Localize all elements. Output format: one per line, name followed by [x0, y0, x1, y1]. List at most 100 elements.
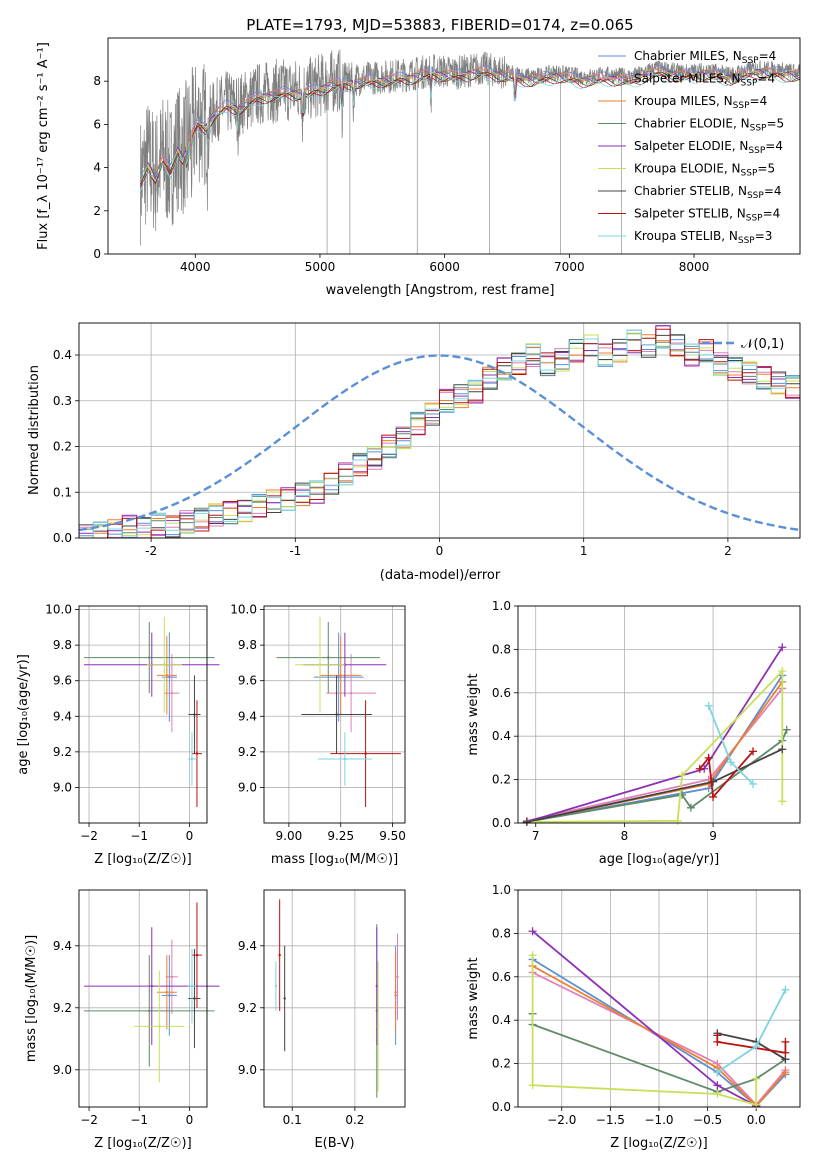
weight-marker-chabrier_elodie	[686, 803, 695, 812]
y-tick-label: 9.0	[53, 780, 72, 794]
mass-weight-vs-age-panel: 7 8 9 0.0 0.2 0.4 0.6 0.8 1.0 age [log₁₀(age/yr)]…	[466, 599, 801, 867]
y-tick-label: 9.2	[53, 745, 72, 759]
data-point-kroupa_elodie	[163, 663, 166, 666]
data-point-kroupa_elodie	[376, 1025, 380, 1028]
x-tick-label: 0	[186, 829, 194, 843]
histogram-salpeter_miles	[79, 325, 800, 538]
weight-marker-salpeter_stelib	[781, 1048, 790, 1057]
age-vs-metallicity-panel: −2 −1 0 9.0 9.2 9.4 9.6 9.8 10.0 Z [log₁₀(Z/Z☉)] a…	[16, 603, 220, 867]
weight-line-salpeter_miles	[532, 971, 787, 1107]
x-tick-label: 9.25	[327, 829, 354, 843]
y-tick-label: 4	[93, 161, 101, 175]
y-tick-label: 9.4	[53, 939, 72, 953]
x-tick-label: 0.1	[283, 1113, 302, 1127]
data-point-salpeter_elodie	[150, 984, 153, 988]
model-fit-salpeter_miles	[140, 65, 800, 182]
chart-panels: 4000 5000 6000 7000 8000 0 2 4 6 8 Chabrier MILES,…	[16, 37, 801, 1151]
histogram-chabrier_elodie	[79, 332, 800, 538]
x-tick-label: 1	[580, 544, 588, 558]
axes-frame	[78, 605, 208, 824]
weight-marker-kroupa_stelib	[752, 1042, 761, 1051]
data-point-chabrier_miles	[168, 675, 171, 679]
x-tick-label: −1.5	[596, 1113, 625, 1127]
weight-marker-kroupa_miles	[781, 1068, 790, 1077]
legend: Chabrier MILES, NSSP=4 Salpeter MILES, NS…	[598, 49, 784, 246]
weight-marker-salpeter_stelib	[781, 1037, 790, 1046]
x-tick-label: 8000	[679, 260, 710, 274]
x-axis-label: Z [log₁₀(Z/Z☉)]	[94, 852, 191, 867]
y-tick-label: 9.4	[238, 709, 257, 723]
weight-marker-kroupa_elodie	[752, 1074, 761, 1083]
legend-label: Salpeter ELODIE, NSSP=4	[634, 139, 783, 156]
data-point-kroupa_elodie	[158, 1025, 161, 1028]
x-tick-label: 2	[724, 544, 732, 558]
weight-marker-salpeter_elodie	[713, 1081, 722, 1090]
y-tick-label: 9.4	[53, 709, 72, 723]
y-axis-label: age [log₁₀(age/yr)]	[16, 654, 31, 775]
axes-frame	[107, 37, 801, 255]
data-point-chabrier_miles	[337, 675, 340, 679]
data-point-chabrier_stelib	[335, 713, 338, 716]
weight-marker-kroupa_elodie	[778, 667, 787, 676]
y-tick-label: 6	[93, 117, 101, 131]
y-tick-label: 0.0	[53, 531, 72, 545]
legend-label: Kroupa STELIB, NSSP=3	[634, 229, 772, 246]
weight-marker-kroupa_elodie	[528, 951, 537, 960]
x-axis-label: age [log₁₀(age/yr)]	[599, 852, 720, 867]
weight-marker-kroupa_stelib	[704, 701, 713, 710]
y-tick-label: 0	[93, 247, 101, 261]
data-point-salpeter_miles	[170, 975, 174, 978]
y-tick-label: 9.8	[53, 638, 72, 652]
x-tick-label: 4000	[180, 260, 211, 274]
spectrum-panel: 4000 5000 6000 7000 8000 0 2 4 6 8 Chabrier MILES,…	[36, 37, 801, 298]
legend-label: Chabrier MILES, NSSP=4	[634, 49, 776, 66]
x-tick-label: −0.5	[693, 1113, 722, 1127]
data-point-chabrier_miles	[168, 994, 171, 997]
y-tick-label: 0.8	[492, 642, 511, 656]
weight-marker-kroupa_stelib	[713, 1068, 722, 1077]
weight-marker-kroupa_elodie	[713, 1089, 722, 1098]
axes-frame	[78, 322, 801, 539]
age-vs-mass-panel: 9.00 9.25 9.50 9.0 9.2 9.4 9.6 9.8 10.0 mass [log…	[230, 603, 406, 867]
y-axis-label: mass weight	[466, 957, 481, 1039]
data-point-kroupa_miles	[339, 674, 342, 677]
legend-label: Salpeter MILES, NSSP=4	[634, 72, 775, 89]
mass-vs-metallicity-panel: −2 −1 0 9.0 9.2 9.4 Z [log₁₀(Z/Z☉)] mass [log₁₀…	[24, 889, 220, 1151]
y-tick-label: 9.2	[238, 1001, 257, 1015]
data-point-kroupa_miles	[394, 991, 397, 994]
axes-frame	[263, 889, 406, 1108]
y-tick-label: 8	[93, 74, 101, 88]
mass-weight-vs-metallicity-panel: −2.0 −1.5 −1.0 −0.5 0.0 0.0 0.2 0.4 0.6 0.8 1.0 Z […	[466, 883, 801, 1151]
y-tick-label: 0.4	[53, 348, 72, 362]
histogram-kroupa_miles	[79, 334, 800, 538]
y-tick-label: 0.0	[492, 1100, 511, 1114]
data-point-salpeter_miles	[170, 691, 174, 695]
model-fit-kroupa_elodie	[140, 70, 800, 185]
y-tick-label: 0.8	[492, 926, 511, 940]
y-axis-label: mass [log₁₀(M/M☉)]	[24, 935, 39, 1062]
x-tick-label: 9.50	[379, 829, 406, 843]
x-tick-label: 7000	[554, 260, 585, 274]
histogram-salpeter_stelib	[79, 328, 800, 538]
y-tick-label: 10.0	[45, 603, 72, 617]
normal-curve	[79, 354, 800, 532]
weight-marker-kroupa_elodie	[528, 1081, 537, 1090]
weight-marker-kroupa_elodie	[678, 771, 687, 780]
axes-frame	[517, 889, 801, 1108]
weight-marker-kroupa_stelib	[781, 985, 790, 994]
data-point-salpeter_stelib	[364, 752, 367, 755]
x-tick-label: 6000	[429, 260, 460, 274]
y-tick-label: 9.2	[53, 1001, 72, 1015]
weight-marker-salpeter_stelib	[709, 792, 718, 801]
y-tick-label: 0.2	[492, 773, 511, 787]
y-tick-label: 0.4	[492, 729, 511, 743]
x-tick-label: 7	[532, 829, 540, 843]
x-tick-label: 5000	[305, 260, 336, 274]
y-tick-label: 9.6	[238, 674, 257, 688]
legend-label: Salpeter STELIB, NSSP=4	[634, 207, 780, 224]
weight-marker-kroupa_elodie	[778, 797, 787, 806]
y-tick-label: 0.3	[53, 394, 72, 408]
weight-marker-salpeter_stelib	[713, 1037, 722, 1046]
residuals-panel: -2 -1 0 1 2 0.0 0.1 0.2 0.3 0.4 𝒩(0,1) (data-model)…	[27, 322, 801, 583]
